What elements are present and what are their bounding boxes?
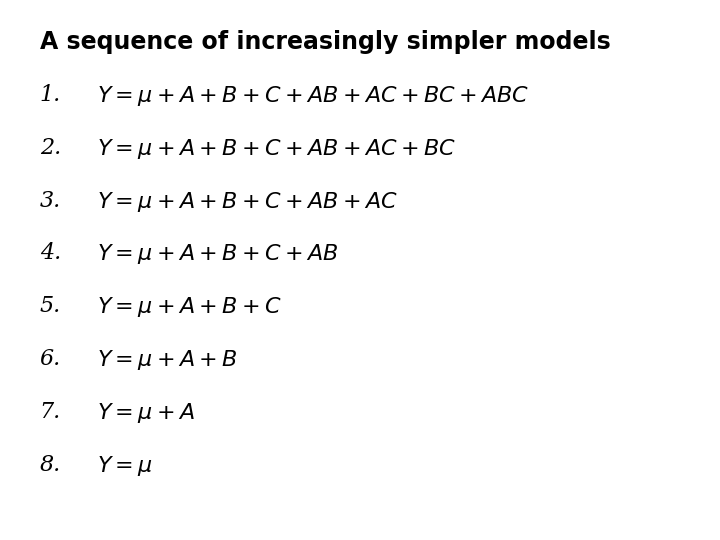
Text: $Y = \mu + A + B + C$: $Y = \mu + A + B + C$ [97, 295, 282, 319]
Text: 3.: 3. [40, 190, 61, 212]
Text: $Y = \mu + A$: $Y = \mu + A$ [97, 401, 195, 425]
Text: $Y = \mu + A+ B + C + AB + AC + BC$: $Y = \mu + A+ B + C + AB + AC + BC$ [97, 137, 456, 160]
Text: $Y = \mu + A + B+ C + AB + AC$: $Y = \mu + A + B+ C + AB + AC$ [97, 190, 398, 213]
Text: 8.: 8. [40, 454, 61, 476]
Text: 1.: 1. [40, 84, 61, 106]
Text: 2.: 2. [40, 137, 61, 159]
Text: $Y = \mu + A + B + C+ AB$: $Y = \mu + A + B + C+ AB$ [97, 242, 338, 266]
Text: $Y = \mu$: $Y = \mu$ [97, 454, 153, 478]
Text: A sequence of increasingly simpler models: A sequence of increasingly simpler model… [40, 30, 611, 53]
Text: 4.: 4. [40, 242, 61, 265]
Text: $Y = \mu + A + B + C + AB + AC + BC + ABC$: $Y = \mu + A + B + C + AB + AC + BC + AB… [97, 84, 529, 107]
Text: $Y = \mu + A + B$: $Y = \mu + A + B$ [97, 348, 238, 372]
Text: 7.: 7. [40, 401, 61, 423]
Text: 6.: 6. [40, 348, 61, 370]
Text: 5.: 5. [40, 295, 61, 318]
